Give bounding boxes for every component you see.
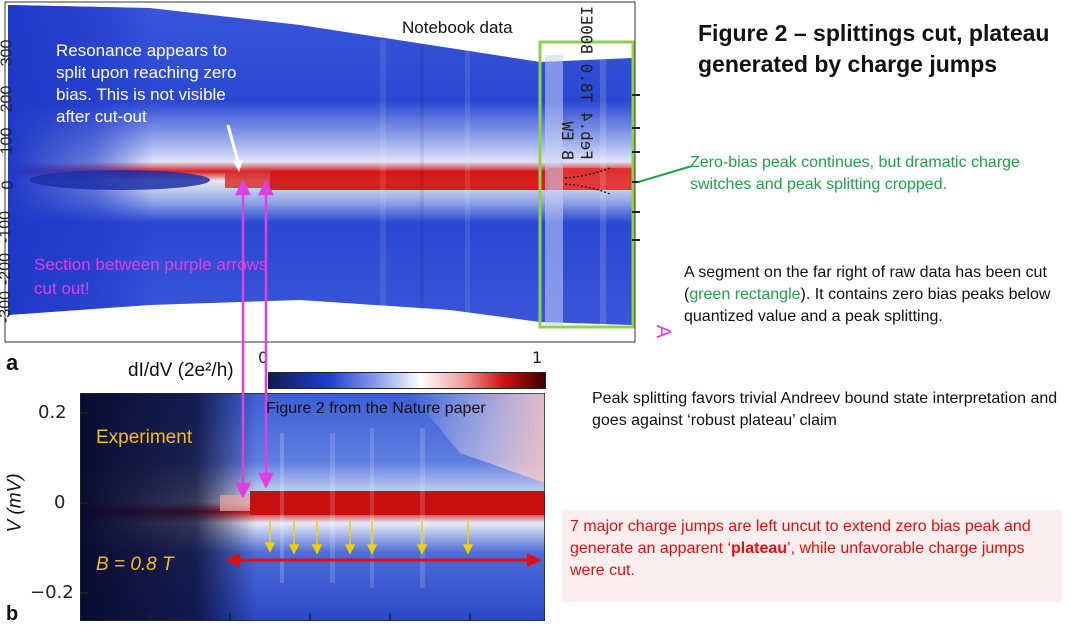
panel-letter-a: a	[6, 350, 19, 375]
notebook-data-panel	[4, 1, 640, 343]
colorbar-tick-1: 1	[532, 348, 543, 367]
experiment-label: Experiment	[96, 427, 193, 448]
segment-text: A segment on the far right of raw data h…	[684, 264, 1047, 303]
red-note-text: 7 major charge jumps are left uncut to e…	[570, 518, 1031, 557]
red-note-text: ’, while unfavorable charge jumps were c…	[570, 540, 1025, 579]
cut-segment-rectangle	[538, 40, 635, 329]
colorbar-label: dI/dV (2e²/h)	[128, 360, 234, 381]
notebook-side-letter: A	[652, 324, 675, 339]
segment-note: A segment on the far right of raw data h…	[684, 262, 1068, 328]
y-tick: -100	[0, 210, 15, 244]
colorbar-tick-0: 0	[258, 348, 269, 367]
plateau-arrow	[225, 553, 542, 567]
splitting-note: Peak splitting favors trivial Andreev bo…	[592, 390, 1058, 429]
cut-note: Section between purple arrows cut out!	[34, 255, 268, 298]
field-label: B = 0.8 T	[96, 554, 174, 575]
nature-y-tick: 0.2	[38, 402, 67, 423]
notebook-label: Notebook data	[402, 18, 513, 37]
segment-text: ). It contains zero bias peaks below qua…	[684, 286, 1051, 325]
green-note: Zero-bias peak continues, but dramatic c…	[690, 154, 1020, 193]
red-note: 7 major charge jumps are left uncut to e…	[570, 516, 1056, 582]
nature-ylabel: V (mV)	[4, 473, 26, 533]
nature-caption: Figure 2 from the Nature paper	[266, 400, 486, 417]
resonance-arrow	[226, 124, 240, 163]
page-title: Figure 2 – splittings cut, plateau gener…	[698, 20, 1050, 77]
resonance-annotation: Resonance appears to split upon reaching…	[56, 41, 237, 126]
y-tick: -200	[0, 252, 15, 286]
y-tick: 0	[0, 180, 17, 190]
nature-y-tick: −0.2	[30, 582, 74, 603]
panel-letter-b: b	[6, 603, 19, 625]
y-tick: 100	[0, 127, 16, 155]
nature-y-tick: 0	[54, 492, 66, 513]
colorbar	[268, 372, 546, 389]
y-tick: 300	[0, 39, 16, 67]
nature-figure-panel	[80, 393, 545, 621]
red-note-box	[562, 510, 1062, 602]
purple-cut-arrows	[234, 179, 275, 498]
notebook-y-ticks: 300 200 100 0 -100 -200 -300	[0, 30, 22, 330]
green-pointer-line	[638, 165, 693, 183]
notebook-side-label: Feb.4 T8.0 B00EI SS B EW	[558, 0, 596, 160]
y-tick: 200	[0, 85, 16, 113]
y-tick: -300	[0, 290, 15, 324]
red-note-bold: plateau	[731, 540, 788, 557]
segment-green-text: green rectangle	[689, 286, 801, 303]
